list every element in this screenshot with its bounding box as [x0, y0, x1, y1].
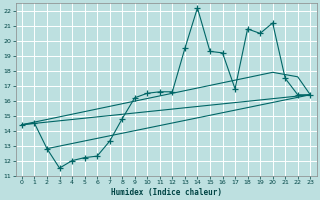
- X-axis label: Humidex (Indice chaleur): Humidex (Indice chaleur): [111, 188, 221, 197]
